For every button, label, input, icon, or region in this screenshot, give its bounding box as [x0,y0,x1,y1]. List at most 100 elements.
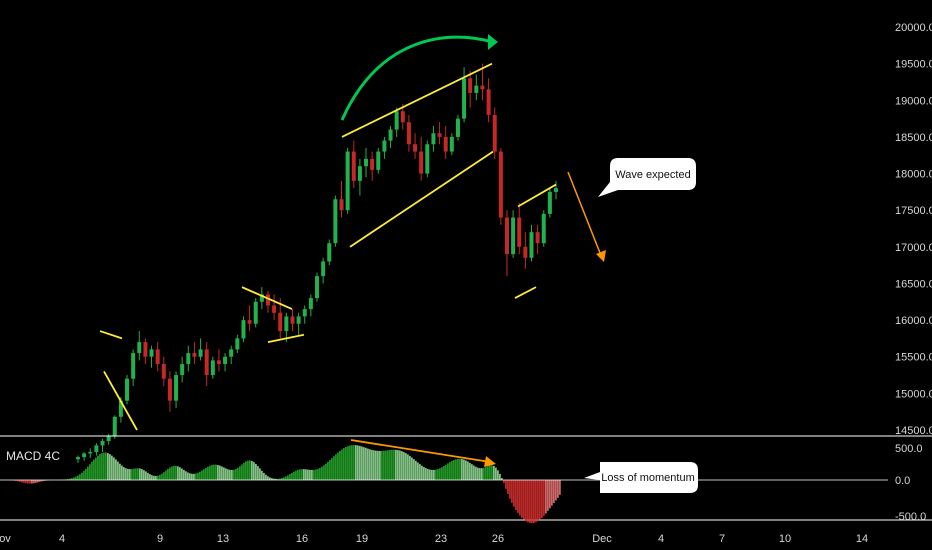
time-tick-label: 16 [296,533,308,545]
macd-bar [129,469,131,480]
macd-bar [299,469,301,480]
time-tick-label: 4 [658,533,664,545]
candle-body [192,353,197,357]
macd-bar [295,470,297,480]
macd-bar [135,468,137,480]
time-tick-label: 7 [719,533,725,545]
macd-bar [485,466,487,480]
macd-bar [367,448,369,480]
candle-body [327,243,332,262]
macd-bar [479,468,481,480]
macd-bar [171,466,173,480]
macd-bar [527,480,529,523]
macd-bar [553,480,555,503]
macd-bar [95,457,97,480]
macd-bar [509,480,511,499]
macd-bar [289,474,291,480]
macd-bar [399,450,401,480]
macd-bar [407,454,409,480]
candle-body [253,301,258,324]
candle-body [345,151,350,211]
macd-bar [463,459,465,480]
macd-bar [275,478,277,480]
macd-bar [425,468,427,480]
candle-body [400,111,405,123]
macd-bar [475,466,477,480]
macd-bar [539,480,541,520]
macd-bar [349,445,351,480]
macd-bar [225,468,227,480]
candle-body [112,416,117,436]
macd-bar [315,469,317,480]
candle-body [265,294,270,306]
macd-bar [449,462,451,480]
time-tick-label: 4 [59,533,65,545]
macd-bar [19,480,21,482]
macd-bar [327,461,329,480]
candle-body [529,232,534,258]
candle-body [511,217,516,255]
macd-bar [23,480,25,483]
projection-arrow-head [596,250,606,262]
time-tick-label: ov [0,533,11,545]
macd-bar [137,468,139,480]
macd-bar [385,450,387,480]
macd-bar [323,465,325,480]
macd-bar [395,449,397,480]
candle-body [449,136,454,152]
price-axis: 14500.0 15000.0 15500.0 16000.0 16500.0 17000… [895,22,932,437]
macd-bar [471,464,473,480]
macd-bar [277,478,279,480]
candle-body [370,158,375,170]
macd-bar [421,465,423,480]
macd-bar [175,465,177,480]
momentum-label: Loss of momentum [601,472,695,484]
macd-bar [99,454,101,480]
macd-bar [133,468,135,480]
candle-body [308,298,313,310]
candle-body [339,199,344,211]
price-tick-label: 18500.0 [895,132,932,144]
wave-label: Wave expected [615,169,690,181]
candle-body [198,349,203,357]
macd-bar [409,455,411,480]
macd-bar [491,465,493,480]
candle-body [216,360,221,365]
macd-bar [223,467,225,480]
price-tick-label: 17500.0 [895,205,932,217]
curve-arrow [340,35,493,121]
macd-bar [103,452,105,480]
candle-body [272,305,277,313]
macd-bar [183,469,185,480]
macd-bar [457,458,459,480]
macd-bar [43,480,45,481]
macd-bar [531,480,533,524]
macd-bar [303,469,305,480]
time-tick-label: 9 [157,533,163,545]
macd-bar [93,459,95,480]
macd-bar [151,475,153,480]
macd-bar [417,462,419,480]
macd-bar [353,445,355,480]
macd-bar [217,464,219,480]
macd-bar [373,450,375,480]
macd-bar [205,467,207,480]
macd-bar [209,465,211,480]
candle-body [333,199,338,244]
macd-bar [253,462,255,480]
macd-bar [155,475,157,480]
macd-bar [393,449,395,480]
macd-bar [445,464,447,480]
macd-bar [263,472,265,480]
macd-bar [401,451,403,480]
candle-body [406,122,411,145]
macd-tick-label: 0.0 [895,475,910,487]
macd-bar [127,468,129,480]
macd-bar [431,469,433,480]
macd-bar [233,469,235,480]
macd-bar [493,465,495,480]
candle-body [535,232,540,244]
macd-bar [379,450,381,480]
macd-bar [181,468,183,480]
